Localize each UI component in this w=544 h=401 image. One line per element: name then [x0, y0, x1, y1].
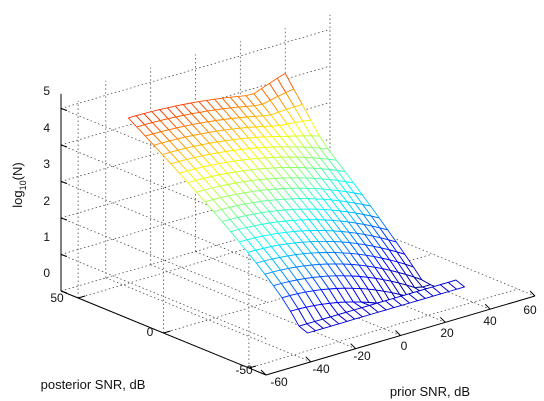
z-tick-mark: [60, 144, 68, 148]
x-axis-label: prior SNR, dB: [390, 384, 470, 399]
floor-grid-line: [150, 264, 356, 350]
mesh-cell: [447, 279, 465, 290]
y-tick-label: -50: [235, 363, 253, 377]
floor-grid-line: [195, 251, 401, 336]
wall-grid-line: [60, 211, 331, 292]
x-tick-mark: [305, 356, 312, 363]
wall-grid-line: [60, 254, 267, 339]
x-tick-mark: [529, 290, 536, 297]
x-tick-label: 60: [523, 303, 537, 317]
mesh-surface: [127, 72, 465, 334]
z-axis-label: log10(N): [10, 162, 28, 207]
floor-grid-line: [78, 218, 348, 299]
y-tick-mark: [163, 330, 171, 334]
z-tick-label: 2: [43, 194, 50, 208]
y-tick-labels: 50 0 -50: [50, 291, 253, 377]
z-axis-label-rest: (N): [10, 162, 25, 180]
z-tick-mark: [60, 290, 68, 294]
floor-grid-line: [248, 288, 518, 369]
x-tick-mark: [439, 316, 446, 323]
x-tick-labels: -60 -40 -20 0 20 40 60: [270, 303, 537, 389]
z-tick-mark: [60, 181, 68, 184]
wall-grid-line: [60, 217, 267, 303]
z-tick-label: 4: [43, 121, 50, 135]
z-tick-mark: [60, 217, 68, 221]
axes: [60, 93, 536, 376]
z-tick-label: 1: [43, 230, 50, 244]
y-tick-mark: [248, 365, 257, 369]
y-tick-mark: [77, 295, 86, 299]
z-tick-mark: [60, 254, 68, 257]
y-tick-label: 50: [50, 291, 64, 305]
z-axis-label-base: log: [10, 190, 25, 207]
wall-grid-line: [60, 29, 331, 109]
x-tick-mark: [395, 330, 401, 336]
x-tick-label: -40: [312, 362, 330, 376]
y-axis-label: posterior SNR, dB: [41, 377, 146, 392]
z-tick-label: 5: [43, 84, 50, 98]
x-tick-mark: [350, 343, 357, 350]
y-tick-label: 0: [147, 325, 154, 339]
x-tick-label: 20: [440, 326, 454, 340]
wall-grid-line: [60, 175, 331, 255]
x-tick-label: -20: [353, 349, 371, 363]
floor-grid-line: [105, 277, 311, 363]
z-tick-label: 3: [43, 157, 50, 171]
x-tick-label: 0: [401, 339, 408, 353]
z-tick-label: 0: [43, 266, 50, 280]
x-tick-mark: [484, 303, 491, 310]
z-tick-mark: [60, 108, 68, 111]
x-tick-label: -60: [270, 375, 288, 389]
x-tick-mark: [260, 369, 267, 376]
wall-grid-line: [60, 181, 267, 266]
z-axis-label-sub: 10: [18, 180, 28, 190]
x-tick-label: 40: [483, 314, 497, 328]
z-tick-labels: 0 1 2 3 4 5: [43, 84, 50, 280]
